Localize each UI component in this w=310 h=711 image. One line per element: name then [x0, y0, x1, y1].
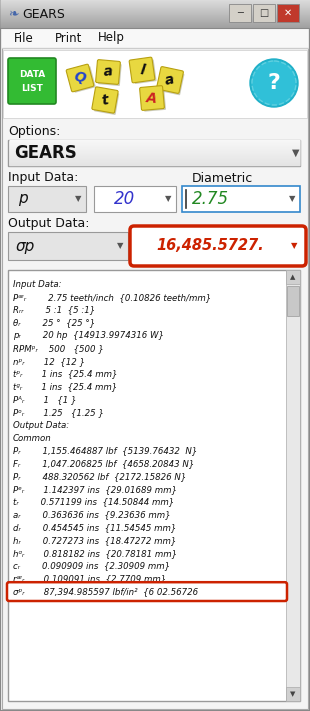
Circle shape [252, 61, 296, 105]
Text: LIST: LIST [21, 84, 43, 93]
FancyBboxPatch shape [69, 66, 96, 92]
Text: File: File [14, 31, 34, 45]
FancyBboxPatch shape [142, 88, 166, 112]
Text: pᵣ        20 hp  {14913.9974316 W}: pᵣ 20 hp {14913.9974316 W} [13, 331, 164, 340]
Text: DATA: DATA [19, 70, 45, 79]
FancyBboxPatch shape [8, 58, 56, 104]
FancyBboxPatch shape [66, 64, 94, 92]
FancyBboxPatch shape [182, 186, 300, 212]
Text: ▼: ▼ [289, 195, 295, 203]
FancyBboxPatch shape [3, 50, 307, 118]
FancyBboxPatch shape [159, 70, 184, 95]
Text: a: a [164, 73, 176, 88]
FancyBboxPatch shape [229, 4, 251, 22]
FancyBboxPatch shape [2, 48, 308, 709]
FancyBboxPatch shape [286, 270, 300, 701]
Text: p: p [18, 191, 28, 206]
Text: ▼: ▼ [165, 195, 171, 203]
Text: ▼: ▼ [291, 242, 297, 250]
Text: GEARS: GEARS [14, 144, 77, 162]
Text: ▲: ▲ [290, 274, 296, 280]
FancyBboxPatch shape [94, 186, 176, 212]
FancyBboxPatch shape [287, 286, 299, 316]
Text: Rᵣᵣ        5 :1  {5 :1}: Rᵣᵣ 5 :1 {5 :1} [13, 306, 95, 314]
FancyBboxPatch shape [286, 270, 300, 284]
Text: Pᵒᵣ       1.25   {1.25 }: Pᵒᵣ 1.25 {1.25 } [13, 408, 104, 417]
Text: Help: Help [98, 31, 125, 45]
Text: GEARS: GEARS [22, 8, 65, 21]
FancyBboxPatch shape [8, 270, 300, 701]
Text: Common: Common [13, 434, 52, 442]
Text: θᵣ        25 °  {25 °}: θᵣ 25 ° {25 °} [13, 319, 95, 327]
Text: Options:: Options: [8, 126, 60, 139]
Text: l: l [139, 63, 145, 77]
Text: a: a [103, 65, 113, 80]
Text: tᵣ        0.571199 ins  {14.50844 mm}: tᵣ 0.571199 ins {14.50844 mm} [13, 498, 174, 506]
Text: Print: Print [55, 31, 82, 45]
FancyBboxPatch shape [8, 232, 128, 260]
Text: ▼: ▼ [290, 691, 296, 697]
Text: tᵖᵣ       1 ins  {25.4 mm}: tᵖᵣ 1 ins {25.4 mm} [13, 370, 117, 378]
Text: RPMᵖᵣ    500   {500 }: RPMᵖᵣ 500 {500 } [13, 344, 104, 353]
Text: 20: 20 [114, 190, 135, 208]
FancyBboxPatch shape [253, 4, 275, 22]
Text: Pᵆᵣ        2.75 teeth/inch  {0.10826 teeth/mm}: Pᵆᵣ 2.75 teeth/inch {0.10826 teeth/mm} [13, 293, 211, 301]
Text: ✕: ✕ [284, 8, 292, 18]
Text: Diametric: Diametric [192, 171, 253, 184]
Text: aᵣ        0.363636 ins  {9.23636 mm}: aᵣ 0.363636 ins {9.23636 mm} [13, 510, 170, 519]
Text: ▼: ▼ [292, 148, 300, 158]
FancyBboxPatch shape [94, 90, 119, 115]
Text: 16,485.5727.: 16,485.5727. [156, 238, 264, 254]
FancyBboxPatch shape [92, 87, 118, 113]
Text: hᵅᵣ       0.818182 ins  {20.78181 mm}: hᵅᵣ 0.818182 ins {20.78181 mm} [13, 549, 177, 557]
Circle shape [250, 59, 298, 107]
Text: Output Data:: Output Data: [13, 421, 69, 429]
FancyBboxPatch shape [286, 687, 300, 701]
Text: Fᵣ        1,047.206825 lbf  {4658.20843 N}: Fᵣ 1,047.206825 lbf {4658.20843 N} [13, 459, 194, 468]
FancyBboxPatch shape [2, 28, 308, 48]
Text: Pᵣ        1,155.464887 lbf  {5139.76432  N}: Pᵣ 1,155.464887 lbf {5139.76432 N} [13, 447, 197, 455]
FancyBboxPatch shape [7, 582, 287, 601]
FancyBboxPatch shape [8, 186, 86, 212]
Text: A: A [146, 90, 158, 105]
Text: Output Data:: Output Data: [8, 218, 90, 230]
Text: dᵣ        0.454545 ins  {11.54545 mm}: dᵣ 0.454545 ins {11.54545 mm} [13, 523, 176, 532]
FancyBboxPatch shape [96, 60, 120, 85]
FancyBboxPatch shape [132, 60, 157, 84]
FancyBboxPatch shape [157, 67, 184, 93]
Text: Pᵣ        488.320562 lbf  {2172.15826 N}: Pᵣ 488.320562 lbf {2172.15826 N} [13, 472, 186, 481]
FancyBboxPatch shape [140, 85, 164, 110]
Text: Pᴬᵣ       1   {1 }: Pᴬᵣ 1 {1 } [13, 395, 77, 404]
Text: hᵣ        0.727273 ins  {18.47272 mm}: hᵣ 0.727273 ins {18.47272 mm} [13, 536, 176, 545]
Text: cᵣ        0.090909 ins  {2.30909 mm}: cᵣ 0.090909 ins {2.30909 mm} [13, 562, 170, 570]
Text: rᵆᵣ       0.109091 ins  {2.7709 mm}: rᵆᵣ 0.109091 ins {2.7709 mm} [13, 574, 166, 583]
Text: ▼: ▼ [117, 242, 123, 250]
FancyBboxPatch shape [98, 63, 122, 86]
FancyBboxPatch shape [129, 57, 155, 82]
Text: tᵍᵣ       1 ins  {25.4 mm}: tᵍᵣ 1 ins {25.4 mm} [13, 383, 117, 391]
Text: □: □ [259, 8, 269, 18]
Text: ─: ─ [237, 8, 243, 18]
Text: nᵖᵣ       12  {12 }: nᵖᵣ 12 {12 } [13, 357, 85, 365]
Text: σᵖᵣ       87,394.985597 lbf/in²  {6 02.56726: σᵖᵣ 87,394.985597 lbf/in² {6 02.56726 [13, 587, 198, 596]
Text: Input Data:: Input Data: [8, 171, 78, 184]
Text: t: t [100, 92, 109, 107]
FancyBboxPatch shape [130, 226, 306, 266]
Text: 2.75: 2.75 [192, 190, 229, 208]
Text: ▼: ▼ [75, 195, 81, 203]
FancyBboxPatch shape [277, 4, 299, 22]
Text: ?: ? [268, 73, 281, 93]
Text: ❧: ❧ [8, 8, 19, 21]
Text: Q: Q [73, 70, 87, 86]
Text: Input Data:: Input Data: [13, 280, 61, 289]
Text: σp: σp [16, 238, 35, 254]
Text: Pᵉᵣ       1.142397 ins  {29.01689 mm}: Pᵉᵣ 1.142397 ins {29.01689 mm} [13, 485, 177, 493]
FancyBboxPatch shape [8, 140, 300, 166]
